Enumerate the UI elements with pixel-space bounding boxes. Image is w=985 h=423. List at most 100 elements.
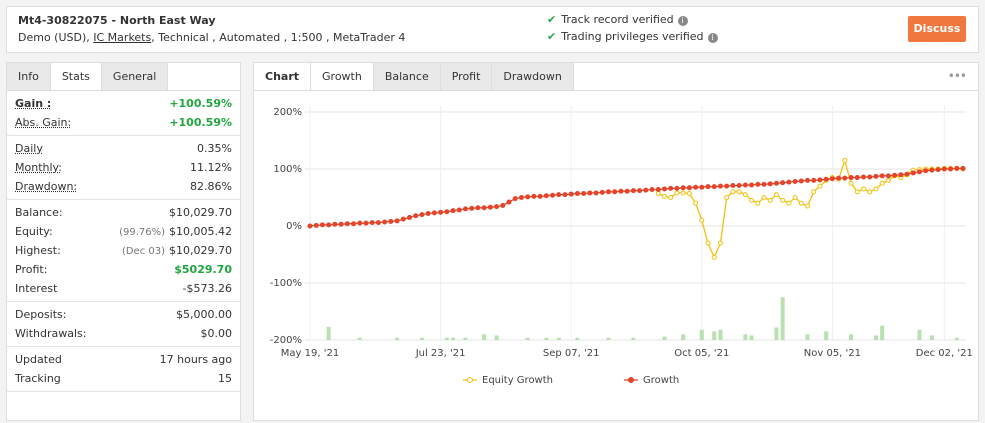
verified-item: ✔ Trading privileges verified i bbox=[547, 30, 718, 43]
stats-group: Gain : +100.59% Abs. Gain: +100.59% bbox=[7, 91, 240, 136]
stats-value: 0.35% bbox=[197, 142, 232, 155]
volume-bar bbox=[357, 337, 362, 340]
series-point bbox=[798, 178, 804, 184]
series-point bbox=[879, 173, 885, 179]
volume-bar bbox=[718, 329, 723, 340]
series-point bbox=[892, 172, 898, 178]
series-point bbox=[674, 190, 680, 196]
x-tick-label: Dec 02, '21 bbox=[916, 348, 973, 359]
legend-marker bbox=[628, 377, 634, 383]
stats-label: Balance: bbox=[15, 206, 63, 219]
stats-value-wrap: 17 hours ago bbox=[160, 350, 232, 369]
series-point bbox=[705, 184, 711, 190]
series-line bbox=[309, 167, 963, 227]
legend-label[interactable]: Growth bbox=[643, 375, 679, 386]
series-point bbox=[805, 177, 811, 183]
series-point bbox=[699, 217, 705, 223]
chart-tab[interactable]: Balance bbox=[373, 63, 441, 90]
series-point bbox=[351, 221, 357, 227]
volume-bar bbox=[824, 331, 829, 340]
stats-row: Monthly: 11.12% bbox=[15, 158, 232, 177]
x-tick-label: May 19, '21 bbox=[281, 348, 339, 359]
volume-bar bbox=[662, 336, 667, 340]
stats-row: Withdrawals: $0.00 bbox=[15, 324, 232, 343]
series-point bbox=[655, 191, 661, 197]
stats-value-wrap: $5,000.00 bbox=[176, 305, 232, 324]
series-point bbox=[680, 185, 686, 191]
series-point bbox=[736, 183, 742, 189]
volume-bar bbox=[556, 337, 561, 340]
series-point bbox=[655, 187, 661, 193]
series-point bbox=[668, 185, 674, 191]
y-tick-label: 200% bbox=[273, 107, 302, 118]
series-point bbox=[761, 181, 767, 187]
series-point bbox=[699, 184, 705, 190]
volume-bar bbox=[699, 329, 704, 340]
chart-tab[interactable]: Profit bbox=[440, 63, 493, 90]
volume-bar bbox=[631, 337, 636, 340]
series-point bbox=[805, 203, 811, 209]
chart-tab: Chart bbox=[254, 63, 312, 90]
stats-label: Abs. Gain: bbox=[15, 116, 72, 129]
series-point bbox=[711, 254, 717, 260]
stats-panel: Info Stats General Gain : +100.59% Abs. Gain… bbox=[6, 62, 241, 421]
stats-label: Withdrawals: bbox=[15, 327, 87, 340]
series-point bbox=[494, 204, 500, 210]
volume-bar bbox=[743, 334, 748, 340]
series-point bbox=[618, 188, 624, 194]
discuss-button[interactable]: Discuss bbox=[908, 16, 966, 42]
series-point bbox=[761, 195, 767, 200]
account-header: Mt4-30822075 - North East Way Demo (USD)… bbox=[6, 6, 979, 53]
series-point bbox=[786, 200, 792, 206]
series-point bbox=[668, 195, 674, 200]
series-point bbox=[531, 193, 537, 199]
series-point bbox=[475, 205, 481, 211]
legend-marker bbox=[467, 377, 473, 383]
series-point bbox=[456, 207, 462, 213]
series-point bbox=[388, 218, 394, 224]
volume-bar bbox=[712, 331, 717, 340]
series-point bbox=[780, 197, 786, 203]
series-point bbox=[916, 169, 922, 175]
chart-tab[interactable]: Growth bbox=[311, 63, 374, 90]
stats-list: Gain : +100.59% Abs. Gain: +100.59% Daily 0.3… bbox=[7, 91, 240, 392]
stats-label: Profit: bbox=[15, 263, 48, 276]
series-point bbox=[556, 192, 562, 198]
volume-bar bbox=[606, 337, 611, 340]
stats-label: Tracking bbox=[15, 372, 61, 385]
series-point bbox=[593, 190, 599, 196]
series-point bbox=[730, 183, 736, 189]
stats-label: Daily bbox=[15, 142, 43, 155]
stats-group: Balance: $10,029.70 Equity: (99.76%) $10,005… bbox=[7, 200, 240, 302]
series-point bbox=[487, 204, 493, 210]
stats-row: Updated 17 hours ago bbox=[15, 350, 232, 369]
stats-tab[interactable]: Stats bbox=[50, 63, 102, 90]
stats-tab[interactable]: General bbox=[101, 63, 169, 90]
stats-label: Gain : bbox=[15, 97, 52, 110]
stats-row: Highest: (Dec 03) $10,029.70 bbox=[15, 241, 232, 260]
chart-tab[interactable]: Drawdown bbox=[492, 63, 574, 90]
stats-group: Daily 0.35% Monthly: 11.12% Drawdown: 82.86% bbox=[7, 136, 240, 200]
stats-label: Interest bbox=[15, 282, 58, 295]
plot-area bbox=[300, 106, 970, 340]
series-point bbox=[661, 186, 667, 192]
stats-row: Deposits: $5,000.00 bbox=[15, 305, 232, 324]
volume-bar bbox=[780, 297, 785, 340]
stats-value: $10,029.70 bbox=[169, 206, 232, 219]
series-point bbox=[686, 191, 692, 197]
broker-link[interactable]: IC Markets bbox=[93, 31, 152, 44]
series-point bbox=[357, 220, 363, 226]
stats-value-wrap: 15 bbox=[218, 369, 232, 388]
series-point bbox=[319, 222, 325, 228]
menu-icon[interactable]: ••• bbox=[947, 69, 967, 83]
series-point bbox=[711, 184, 717, 190]
series-point bbox=[469, 205, 475, 211]
stats-label: Drawdown: bbox=[15, 180, 78, 193]
stats-tabs: Info Stats General bbox=[7, 63, 240, 91]
volume-bar bbox=[451, 337, 456, 340]
volume-bar bbox=[774, 327, 779, 340]
series-point bbox=[867, 174, 873, 180]
stats-tab[interactable]: Info bbox=[7, 63, 51, 90]
legend-label[interactable]: Equity Growth bbox=[482, 375, 553, 386]
